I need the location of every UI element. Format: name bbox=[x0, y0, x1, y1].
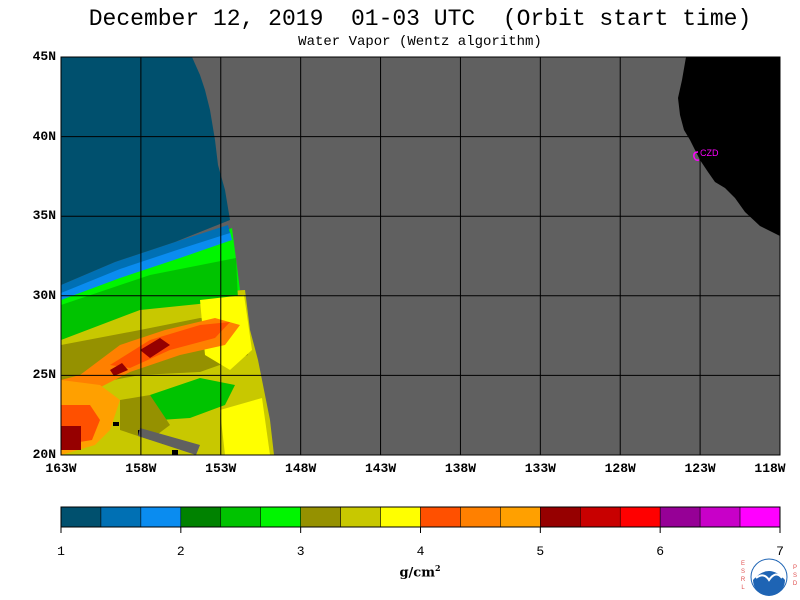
longitude-label: 143W bbox=[364, 461, 397, 476]
colorbar-swatch bbox=[739, 506, 781, 528]
colorbar-swatch bbox=[180, 506, 222, 528]
colorbar-swatch bbox=[300, 506, 341, 528]
swath-green-pocket bbox=[150, 378, 235, 420]
swath-green-mid bbox=[61, 258, 238, 340]
units-exponent: 2 bbox=[434, 563, 441, 573]
colorbar-tick-label: 7 bbox=[776, 544, 784, 559]
colorbar-swatch bbox=[500, 506, 541, 528]
colorbar-swatch bbox=[140, 506, 182, 528]
latitude-label: 20N bbox=[32, 447, 56, 462]
colorbar-swatch bbox=[260, 506, 301, 528]
longitude-label: 123W bbox=[684, 461, 716, 476]
colorbar-swatch bbox=[420, 506, 461, 528]
island bbox=[172, 450, 178, 455]
colorbar bbox=[60, 506, 781, 533]
colorbar-swatch bbox=[100, 506, 142, 528]
colorbar-tick-label: 5 bbox=[536, 544, 545, 559]
swath-darkred-corner bbox=[61, 426, 81, 450]
map-grid bbox=[61, 57, 780, 455]
latitude-label: 45N bbox=[32, 49, 56, 64]
colorbar-swatch bbox=[60, 506, 102, 528]
map-title: December 12, 2019 01-03 UTC (Orbit start… bbox=[88, 6, 752, 32]
longitude-label: 148W bbox=[285, 461, 317, 476]
colorbar-swatch bbox=[460, 506, 501, 528]
colorbar-swatch bbox=[619, 506, 661, 528]
swath-blue-mid bbox=[61, 225, 230, 293]
units-base: g/cm bbox=[399, 565, 435, 581]
swath-blue bbox=[61, 232, 232, 300]
longitude-label: 138W bbox=[444, 461, 477, 476]
noaa-seal-icon bbox=[750, 558, 788, 596]
station-marker-czd: CZD bbox=[693, 148, 719, 161]
colorbar-units: g/cm2 bbox=[380, 563, 460, 580]
colorbar-tick-label: 4 bbox=[416, 544, 425, 559]
island-shadow bbox=[138, 428, 200, 455]
colorbar-swatch bbox=[540, 506, 581, 528]
longitude-label: 128W bbox=[604, 461, 636, 476]
island bbox=[113, 422, 119, 426]
colorbar-tick-label: 1 bbox=[57, 544, 65, 559]
latitude-label: 40N bbox=[32, 128, 56, 144]
data-swath bbox=[61, 57, 274, 455]
colorbar-tick-label: 6 bbox=[656, 544, 665, 559]
latitude-label: 30N bbox=[32, 287, 56, 303]
colorbar-tick-label: 2 bbox=[176, 544, 185, 559]
colorbar-swatch bbox=[659, 506, 701, 528]
colorbar-swatch bbox=[340, 506, 381, 528]
latitude-label: 35N bbox=[32, 208, 56, 224]
longitude-label: 118W bbox=[754, 461, 786, 476]
longitude-label: 163W bbox=[45, 461, 77, 476]
latitude-label: 25N bbox=[32, 367, 56, 383]
map-frame bbox=[60, 56, 781, 456]
longitude-label: 158W bbox=[125, 461, 157, 476]
colorbar-swatch bbox=[580, 506, 621, 528]
map-subtitle: Water Vapor (Wentz algorithm) bbox=[298, 34, 542, 50]
colorbar-swatch bbox=[380, 506, 421, 528]
longitude-label: 133W bbox=[524, 461, 556, 476]
land-north-america bbox=[678, 57, 780, 236]
swath-dark-blue bbox=[61, 57, 230, 285]
colorbar-tick-label: 3 bbox=[296, 544, 305, 559]
svg-text:CZD: CZD bbox=[700, 148, 719, 158]
colorbar-swatch bbox=[699, 506, 741, 528]
swath-darkred-streak bbox=[140, 338, 170, 358]
longitude-label: 153W bbox=[205, 461, 237, 476]
swath-olive-s bbox=[120, 395, 170, 440]
swath-darkred-streak2 bbox=[110, 363, 128, 376]
colorbar-swatch bbox=[220, 506, 261, 528]
swath-bright-yellow-s bbox=[220, 398, 270, 455]
